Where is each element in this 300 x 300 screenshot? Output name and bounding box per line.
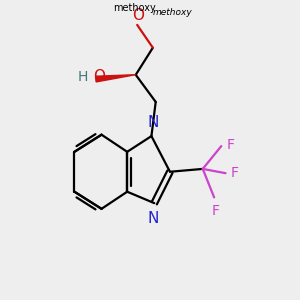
Text: methoxy: methoxy — [153, 8, 193, 16]
Text: F: F — [226, 138, 234, 152]
Text: H: H — [78, 70, 88, 84]
Text: N: N — [147, 211, 158, 226]
Text: O: O — [133, 8, 145, 22]
Text: F: F — [212, 204, 220, 218]
Text: N: N — [148, 115, 159, 130]
Polygon shape — [95, 75, 136, 82]
Text: F: F — [231, 166, 239, 180]
Text: O: O — [93, 69, 105, 84]
Text: methoxy: methoxy — [113, 3, 156, 13]
